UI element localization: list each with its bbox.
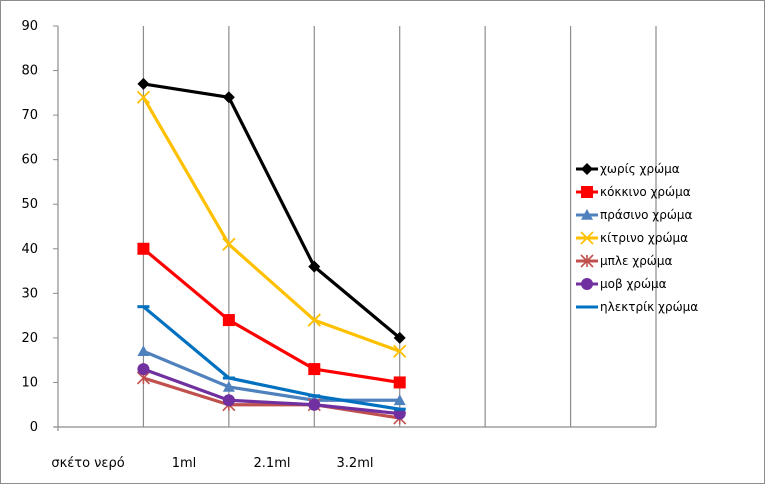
series-6	[137, 305, 406, 411]
legend-item: χωρίς χρώμα	[576, 162, 680, 176]
data-point	[222, 91, 235, 104]
series-1	[137, 242, 406, 389]
legend-marker	[581, 305, 593, 309]
y-tick-label: 10	[21, 375, 38, 390]
series-line	[143, 82, 401, 340]
data-point	[137, 363, 150, 376]
legend-item: κίτρινο χρώμα	[576, 231, 688, 245]
legend-marker	[580, 231, 594, 245]
legend-item: μοβ χρώμα	[576, 277, 667, 291]
data-point	[137, 345, 150, 357]
y-tick-label: 80	[21, 64, 38, 79]
legend-label: μπλε χρώμα	[600, 254, 672, 268]
series-3	[136, 90, 407, 358]
legend-label: ηλεκτρίκ χρώμα	[600, 300, 698, 314]
data-point	[136, 90, 151, 104]
data-point	[393, 331, 406, 344]
legend-marker	[580, 254, 594, 268]
data-point	[137, 242, 150, 255]
legend-label: κίτρινο χρώμα	[600, 231, 688, 245]
data-point	[393, 394, 406, 406]
data-point	[137, 305, 150, 309]
series-line	[142, 349, 400, 402]
data-point	[393, 344, 407, 358]
y-tick-label: 20	[21, 331, 38, 346]
y-tick-label: 0	[30, 420, 38, 435]
legend-marker	[581, 209, 593, 220]
y-tick-label: 70	[21, 108, 38, 123]
data-point	[393, 407, 406, 411]
series-line	[142, 367, 400, 416]
data-point	[308, 394, 321, 398]
data-point	[222, 314, 235, 327]
y-tick-label: 40	[21, 242, 38, 257]
legend-label: κόκκινο χρώμα	[600, 185, 691, 199]
x-tick-label: 3.2ml	[337, 456, 374, 471]
data-point	[222, 237, 236, 251]
data-point	[308, 398, 321, 411]
legend: χωρίς χρώμα κόκκινο χρώμα πράσινο χρώμα κίτ…	[576, 162, 698, 314]
x-tick-label: σκέτο νερό	[51, 456, 124, 471]
x-tick-label: 1ml	[172, 456, 197, 471]
series-0	[137, 77, 406, 344]
series-4	[136, 371, 407, 425]
y-tick-label: 90	[21, 19, 38, 34]
data-point	[222, 380, 235, 392]
legend-label: χωρίς χρώμα	[600, 162, 680, 176]
legend-marker	[581, 186, 593, 198]
y-tick-label: 30	[21, 286, 38, 301]
y-tick-label: 50	[21, 197, 38, 212]
legend-item: μπλε χρώμα	[576, 254, 672, 268]
series-line	[142, 247, 400, 385]
series-line	[142, 376, 400, 420]
data-point	[308, 260, 321, 273]
legend-label: μοβ χρώμα	[600, 277, 667, 291]
legend-item: πράσινο χρώμα	[576, 208, 693, 222]
axis-layer: 0 10 20 30 40 50 60 70 80 90 σκέτο νερό 1ml 2.1ml 3.2…	[21, 19, 656, 471]
data-point	[222, 394, 235, 407]
data-point	[222, 376, 235, 380]
data-point	[307, 313, 321, 327]
series-line	[142, 305, 400, 411]
data-point	[393, 376, 406, 389]
data-point	[308, 363, 321, 376]
data-point	[137, 77, 150, 90]
legend-label: πράσινο χρώμα	[600, 208, 693, 222]
series-2	[137, 345, 406, 406]
series-layer	[136, 77, 407, 425]
y-tick-label: 60	[21, 153, 38, 168]
legend-marker	[581, 163, 593, 175]
x-tick-label: 2.1ml	[254, 456, 291, 471]
series-line	[142, 96, 401, 353]
legend-marker	[581, 278, 593, 290]
series-5	[137, 363, 406, 420]
legend-item: ηλεκτρίκ χρώμα	[576, 300, 698, 314]
legend-item: κόκκινο χρώμα	[576, 185, 691, 199]
